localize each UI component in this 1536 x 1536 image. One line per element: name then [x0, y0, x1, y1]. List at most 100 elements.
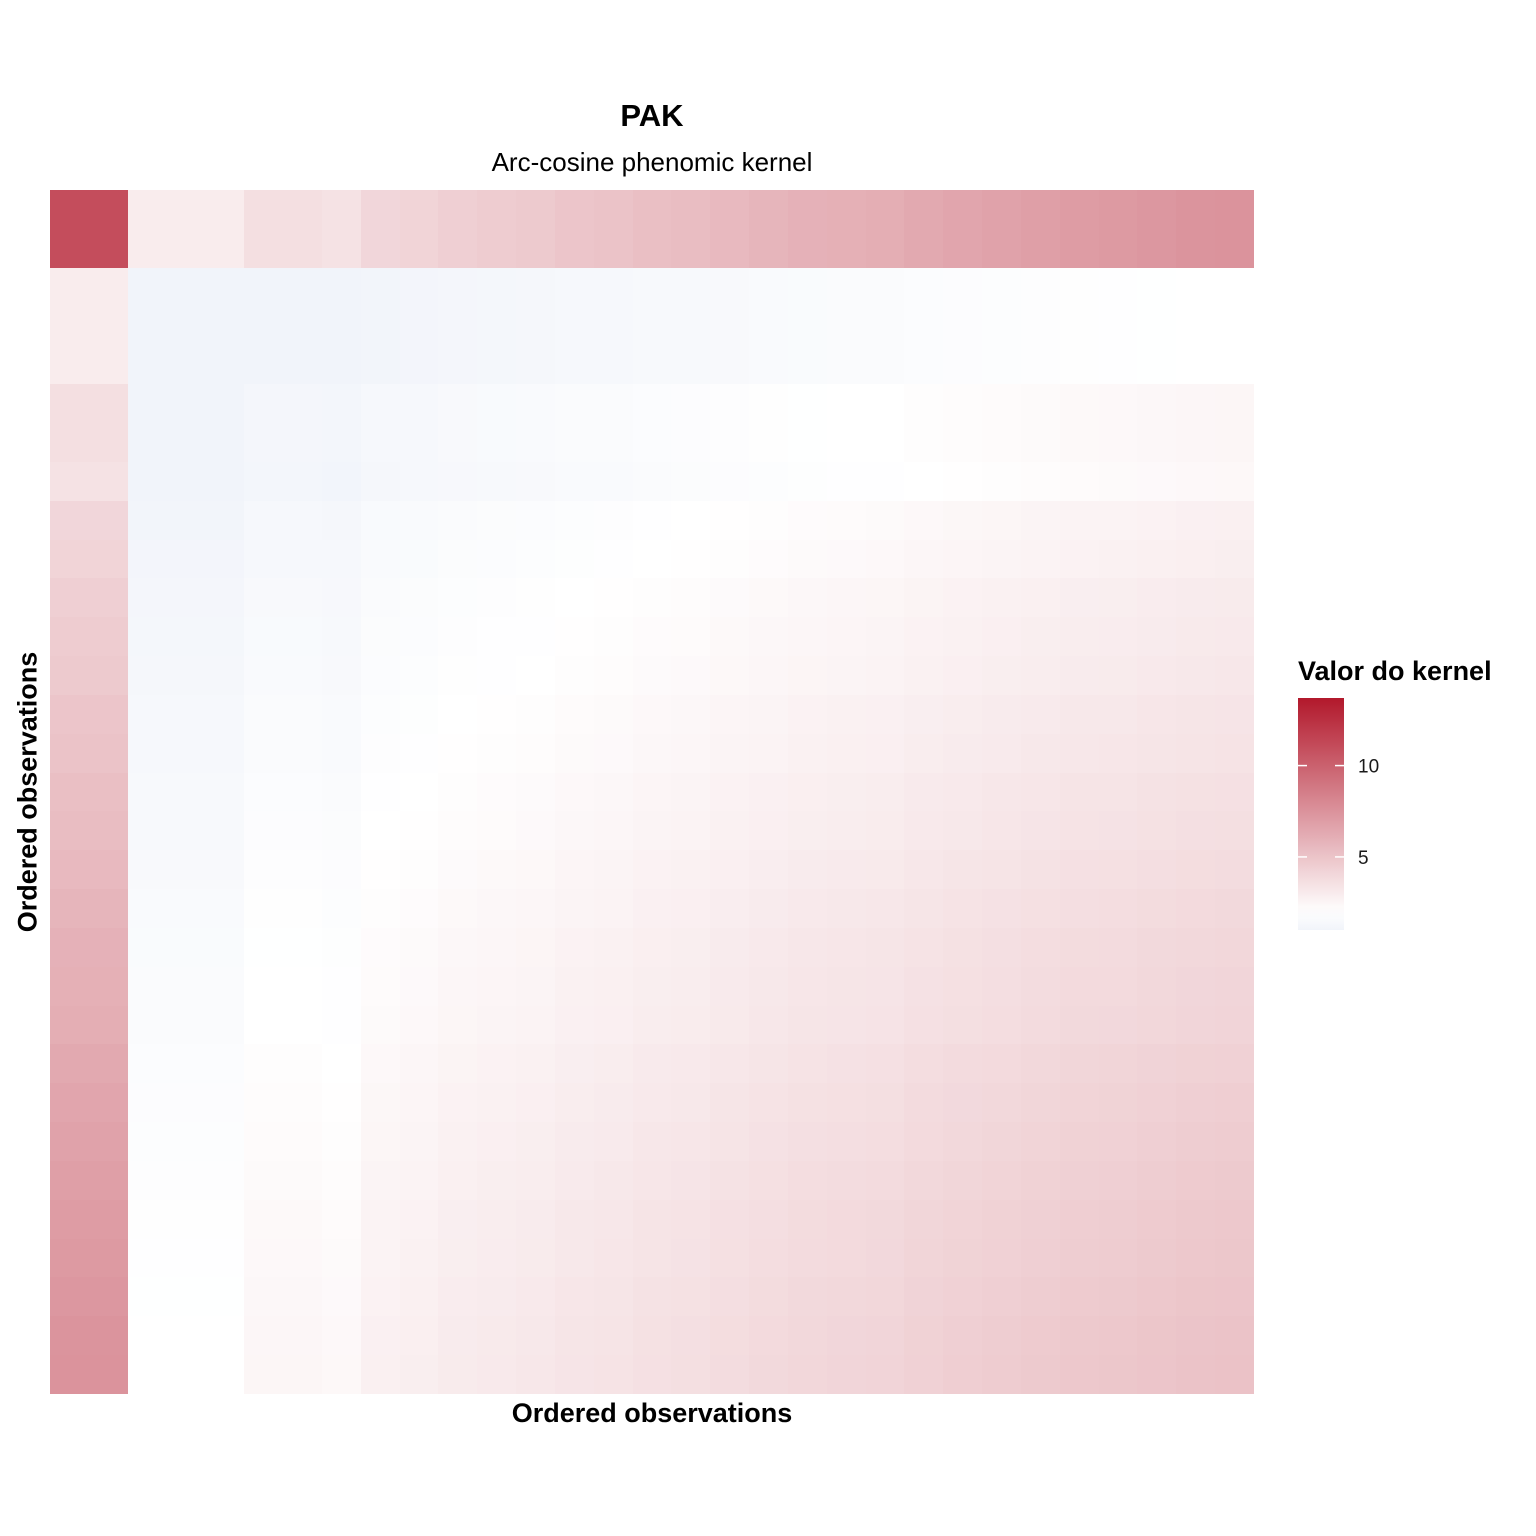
heatmap-cell — [438, 889, 478, 929]
heatmap-cell — [1099, 1200, 1138, 1240]
heatmap-cell — [1060, 229, 1100, 269]
heatmap-cell — [167, 1277, 206, 1317]
heatmap-cell — [50, 190, 90, 230]
heatmap-cell — [1176, 1122, 1216, 1162]
heatmap-cell — [167, 1239, 206, 1278]
heatmap-cell — [827, 734, 867, 774]
heatmap-cell — [671, 811, 711, 851]
heatmap-cell — [1215, 617, 1254, 657]
heatmap-cell — [322, 1200, 362, 1240]
heatmap-cell — [555, 501, 595, 541]
heatmap-cell — [982, 190, 1022, 230]
heatmap-cell — [710, 1355, 750, 1394]
heatmap-cell — [633, 462, 672, 502]
heatmap-cell — [89, 734, 129, 774]
heatmap-cell — [827, 423, 867, 463]
heatmap-cell — [50, 462, 90, 502]
heatmap-cell — [827, 928, 867, 968]
heatmap-cell — [205, 773, 245, 812]
heatmap-cell — [400, 1044, 439, 1084]
heatmap-cell — [244, 1083, 284, 1123]
heatmap-cell — [89, 1355, 129, 1394]
heatmap-cell — [128, 307, 168, 346]
heatmap-cell — [1137, 967, 1177, 1007]
heatmap-cell — [50, 268, 90, 308]
heatmap-cell — [89, 811, 129, 851]
heatmap-cell — [477, 734, 517, 774]
heatmap-cell — [1176, 850, 1216, 890]
heatmap-cell — [283, 773, 323, 812]
heatmap-cell — [594, 1277, 634, 1317]
heatmap-cell — [633, 811, 672, 851]
heatmap-cell — [361, 1200, 401, 1240]
heatmap-cell — [1060, 617, 1100, 657]
heatmap-cell — [244, 307, 284, 346]
heatmap-cell — [438, 1355, 478, 1394]
heatmap-cell — [361, 462, 401, 502]
heatmap-cell — [477, 384, 517, 424]
heatmap-cell — [283, 1122, 323, 1162]
heatmap-cell — [477, 1006, 517, 1045]
heatmap-cell — [555, 617, 595, 657]
heatmap-cell — [710, 345, 750, 385]
heatmap-cell — [1215, 695, 1254, 735]
heatmap-cell — [866, 1122, 905, 1162]
heatmap-cell — [943, 1355, 983, 1394]
heatmap-cell — [749, 578, 789, 618]
heatmap-cell — [50, 1161, 90, 1201]
heatmap-cell — [749, 967, 789, 1007]
heatmap-cell — [943, 501, 983, 541]
heatmap-cell — [89, 617, 129, 657]
heatmap-cell — [671, 734, 711, 774]
heatmap-cell — [89, 229, 129, 269]
heatmap-cell — [904, 229, 944, 269]
heatmap-cell — [788, 967, 828, 1007]
heatmap-cell — [322, 773, 362, 812]
heatmap-cell — [477, 268, 517, 308]
heatmap-cell — [322, 811, 362, 851]
heatmap-cell — [400, 229, 439, 269]
heatmap-cell — [555, 1122, 595, 1162]
heatmap-cell — [671, 1316, 711, 1356]
heatmap-cell — [128, 462, 168, 502]
heatmap-cell — [89, 1122, 129, 1162]
heatmap-cell — [749, 423, 789, 463]
heatmap-cell — [1215, 1316, 1254, 1356]
heatmap-cell — [1137, 1200, 1177, 1240]
heatmap-cell — [167, 307, 206, 346]
heatmap-cell — [167, 695, 206, 735]
heatmap-cell — [438, 462, 478, 502]
heatmap-cell — [516, 773, 556, 812]
heatmap-cell — [671, 1161, 711, 1201]
heatmap-cell — [1137, 462, 1177, 502]
heatmap-cell — [1021, 656, 1061, 696]
heatmap-cell — [633, 1355, 672, 1394]
heatmap-cell — [633, 345, 672, 385]
heatmap-cell — [827, 889, 867, 929]
heatmap-cell — [361, 1277, 401, 1317]
heatmap-cell — [982, 1316, 1022, 1356]
heatmap-cell — [1021, 268, 1061, 308]
heatmap-cell — [982, 1200, 1022, 1240]
heatmap-cell — [1215, 423, 1254, 463]
heatmap-cell — [1215, 578, 1254, 618]
heatmap-cell — [400, 889, 439, 929]
heatmap-cell — [749, 345, 789, 385]
heatmap-cell — [283, 656, 323, 696]
heatmap-cell — [244, 617, 284, 657]
heatmap-cell — [633, 578, 672, 618]
heatmap-cell — [516, 1083, 556, 1123]
heatmap-cell — [400, 928, 439, 968]
heatmap-cell — [361, 307, 401, 346]
heatmap-cell — [594, 384, 634, 424]
heatmap-cell — [89, 889, 129, 929]
heatmap-cell — [400, 501, 439, 541]
heatmap-cell — [244, 1316, 284, 1356]
heatmap-cell — [1060, 1355, 1100, 1394]
heatmap-cell — [633, 1161, 672, 1201]
heatmap-cell — [594, 734, 634, 774]
heatmap-cell — [788, 384, 828, 424]
heatmap-cell — [555, 811, 595, 851]
heatmap-cell — [866, 850, 905, 890]
heatmap-cell — [749, 1122, 789, 1162]
